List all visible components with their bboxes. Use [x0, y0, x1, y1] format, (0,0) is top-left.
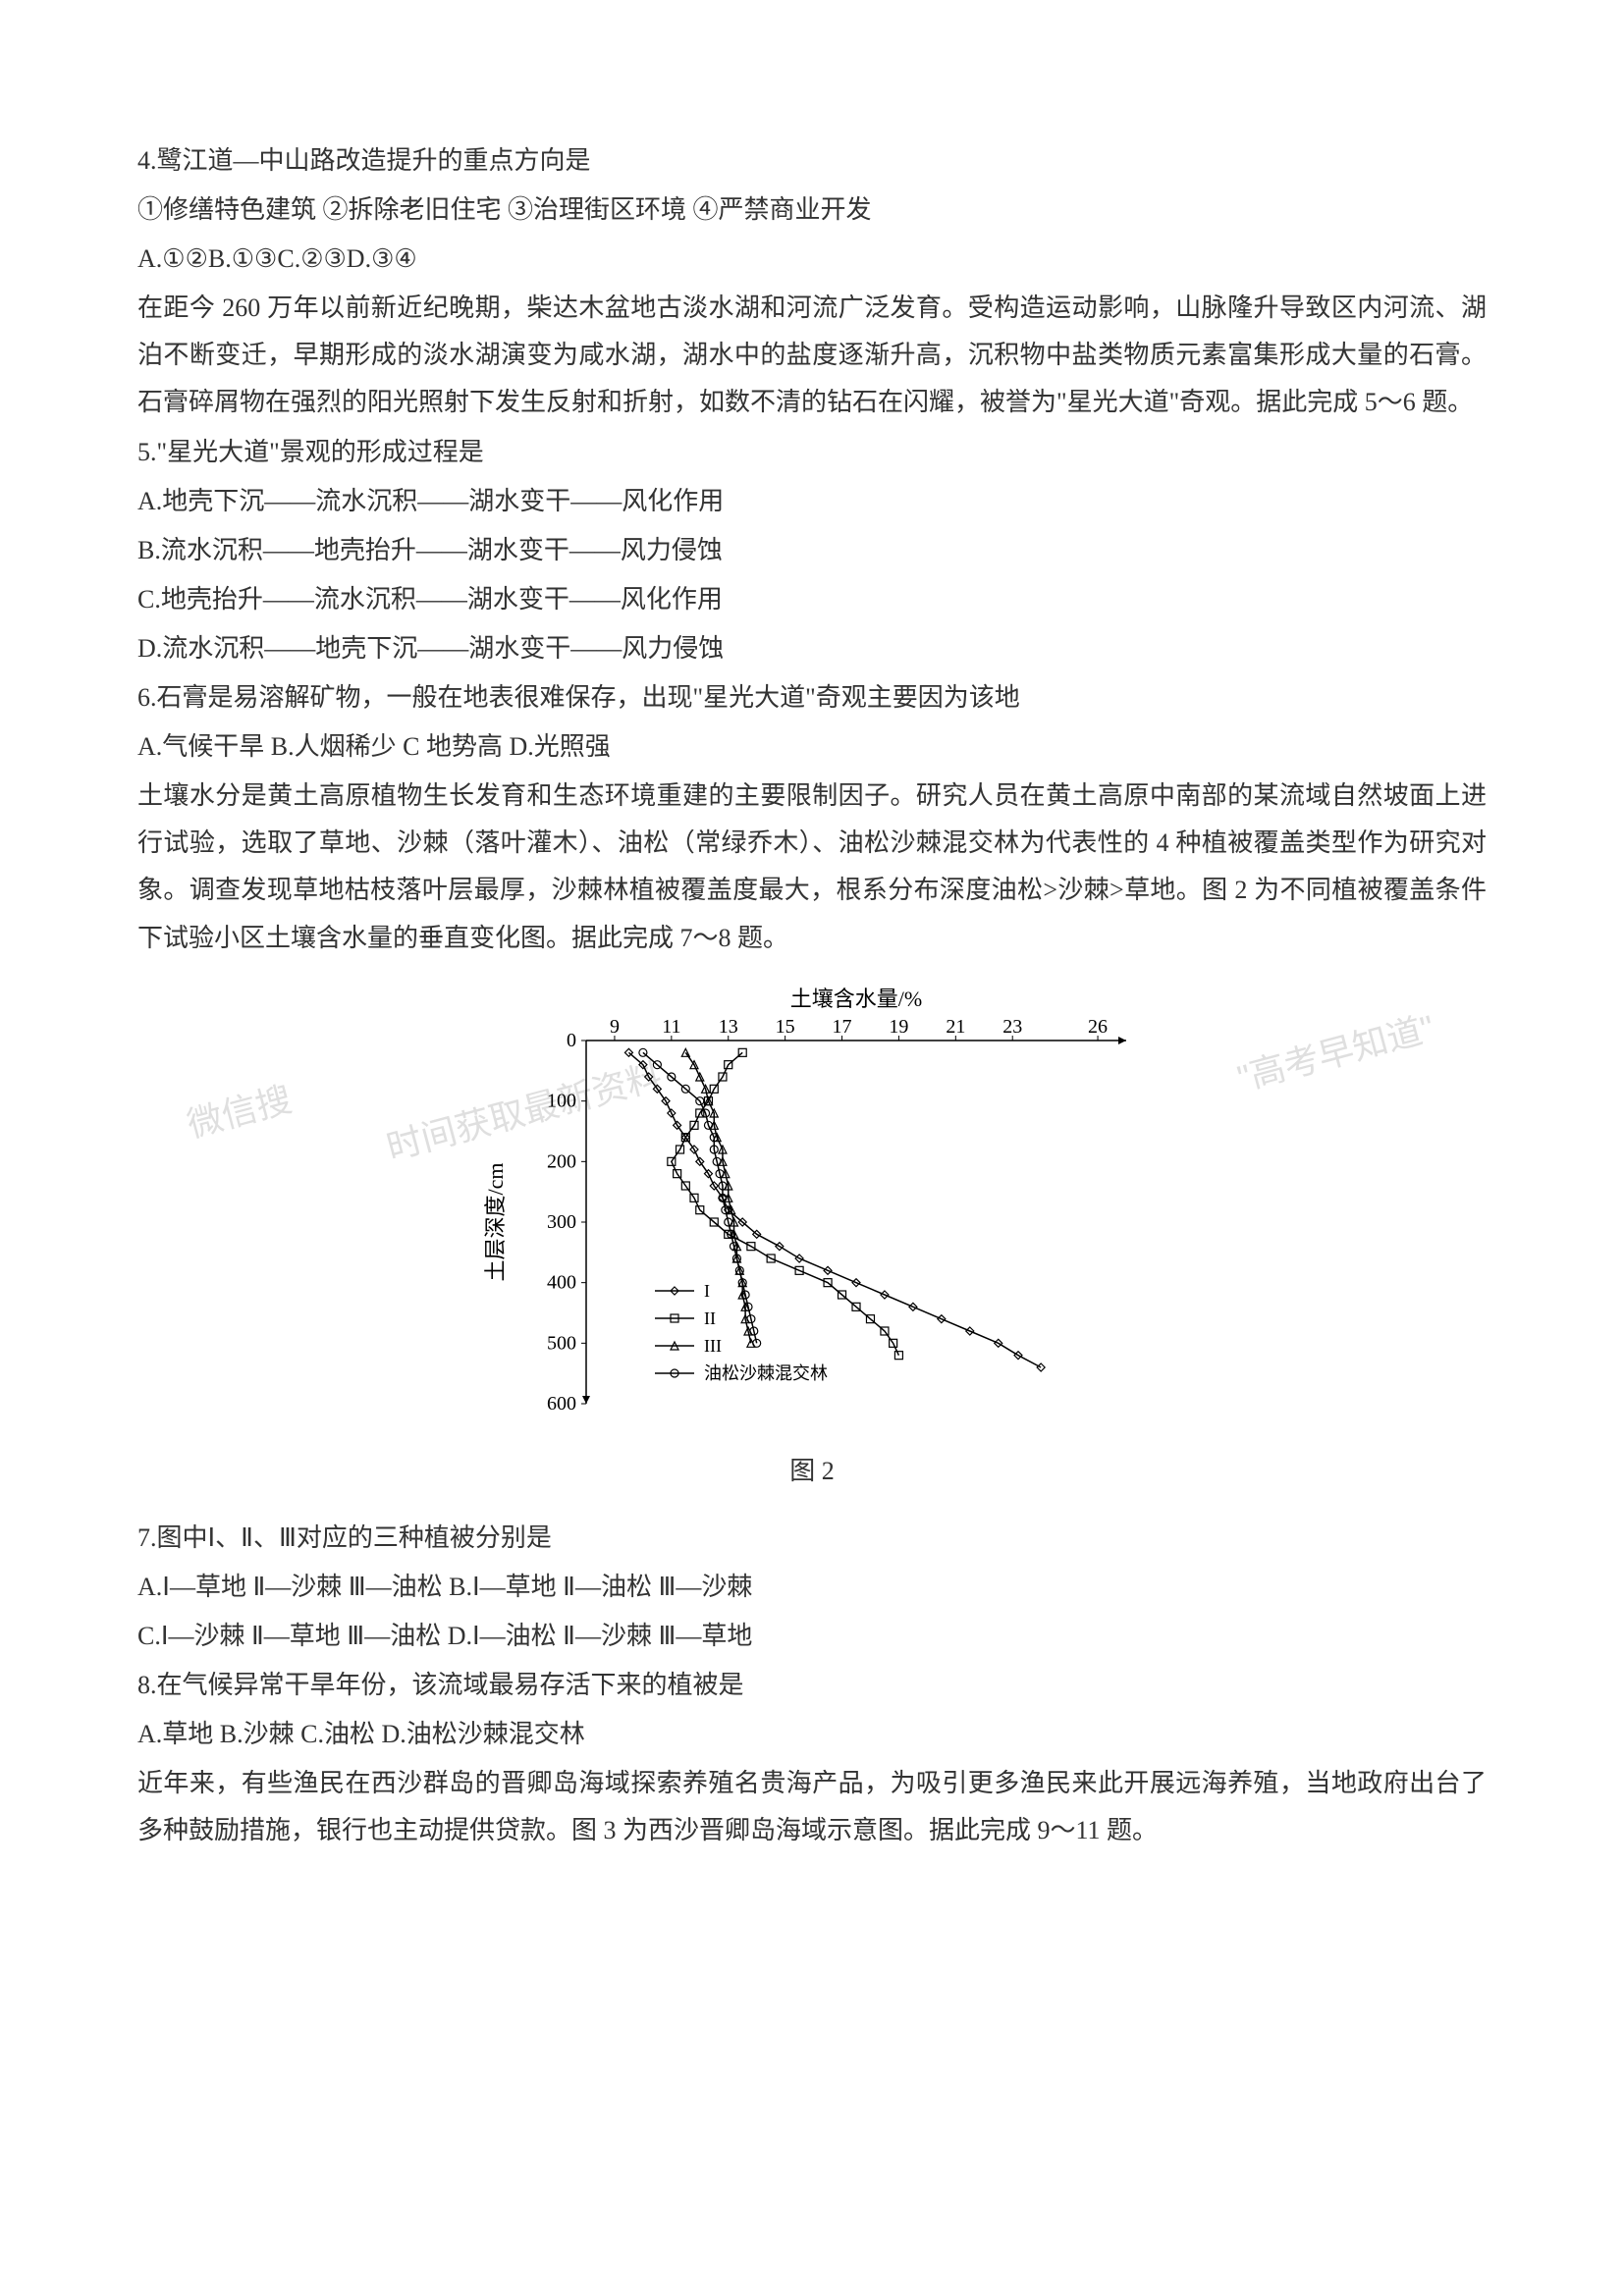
svg-text:油松沙棘混交林: 油松沙棘混交林: [704, 1363, 828, 1383]
passage-5-6: 在距今 260 万年以前新近纪晚期，柴达木盆地古淡水湖和河流广泛发育。受构造运动…: [137, 285, 1487, 426]
svg-text:17: 17: [833, 1016, 852, 1038]
figure-2-container: "高考早知道" 微信搜 时间获取最新资料 土壤含水量/%911131517192…: [137, 982, 1487, 1495]
svg-text:0: 0: [567, 1030, 576, 1051]
q6-stem: 6.石膏是易溶解矿物，一般在地表很难保存，出现"星光大道"奇观主要因为该地: [137, 674, 1487, 721]
q7-line1: A.Ⅰ—草地 Ⅱ—沙棘 Ⅲ—油松 B.Ⅰ—草地 Ⅱ—油松 Ⅲ—沙棘: [137, 1564, 1487, 1611]
watermark-1: "高考早知道": [1230, 995, 1442, 1111]
svg-text:15: 15: [776, 1016, 795, 1038]
svg-text:土壤含水量/%: 土壤含水量/%: [790, 987, 922, 1011]
q5-b: B.流水沉积——地壳抬升——湖水变干——风力侵蚀: [137, 527, 1487, 574]
svg-text:300: 300: [547, 1211, 576, 1233]
svg-text:400: 400: [547, 1271, 576, 1293]
svg-text:13: 13: [719, 1016, 738, 1038]
svg-text:500: 500: [547, 1332, 576, 1354]
q8-stem: 8.在气候异常干旱年份，该流域最易存活下来的植被是: [137, 1662, 1487, 1709]
q7-line2: C.Ⅰ—沙棘 Ⅱ—草地 Ⅲ—油松 D.Ⅰ—油松 Ⅱ—沙棘 Ⅲ—草地: [137, 1613, 1487, 1660]
passage-9-11: 近年来，有些渔民在西沙群岛的晋卿岛海域探索养殖名贵海产品，为吸引更多渔民来此开展…: [137, 1760, 1487, 1854]
q8-choices: A.草地 B.沙棘 C.油松 D.油松沙棘混交林: [137, 1711, 1487, 1758]
svg-text:26: 26: [1088, 1016, 1108, 1038]
svg-text:III: III: [704, 1336, 722, 1356]
svg-text:200: 200: [547, 1150, 576, 1172]
svg-text:100: 100: [547, 1090, 576, 1111]
svg-text:I: I: [704, 1281, 710, 1301]
svg-text:II: II: [704, 1308, 716, 1328]
q5-c: C.地壳抬升——流水沉积——湖水变干——风化作用: [137, 576, 1487, 623]
q6-choices: A.气候干旱 B.人烟稀少 C 地势高 D.光照强: [137, 723, 1487, 771]
q4-options: ①修缮特色建筑 ②拆除老旧住宅 ③治理街区环境 ④严禁商业开发: [137, 187, 1487, 234]
watermark-2: 微信搜: [180, 1067, 299, 1157]
svg-text:600: 600: [547, 1393, 576, 1415]
q5-d: D.流水沉积——地壳下沉——湖水变干——风力侵蚀: [137, 625, 1487, 672]
figure-2: 土壤含水量/% 9 11 13 15 17 19 21 23 26 0 100 200 300 400 500…: [468, 982, 1156, 1433]
passage-7-8: 土壤水分是黄土高原植物生长发育和生态环境重建的主要限制因子。研究人员在黄土高原中…: [137, 773, 1487, 961]
svg-text:9: 9: [610, 1016, 620, 1038]
svg-text:土层深度/cm: 土层深度/cm: [483, 1162, 508, 1281]
q5-stem: 5."星光大道"景观的形成过程是: [137, 429, 1487, 476]
svg-text:23: 23: [1002, 1016, 1022, 1038]
svg-text:21: 21: [946, 1016, 965, 1038]
q4-choices: A.①②B.①③C.②③D.③④: [137, 236, 1487, 283]
q4-stem: 4.鹭江道—中山路改造提升的重点方向是: [137, 137, 1487, 185]
svg-text:19: 19: [889, 1016, 908, 1038]
q7-stem: 7.图中Ⅰ、Ⅱ、Ⅲ对应的三种植被分别是: [137, 1515, 1487, 1562]
svg-text:11: 11: [662, 1016, 680, 1038]
figure-2-caption: 图 2: [137, 1448, 1487, 1495]
q5-a: A.地壳下沉——流水沉积——湖水变干——风化作用: [137, 478, 1487, 525]
page-content: 4.鹭江道—中山路改造提升的重点方向是 ①修缮特色建筑 ②拆除老旧住宅 ③治理街…: [137, 137, 1487, 1854]
